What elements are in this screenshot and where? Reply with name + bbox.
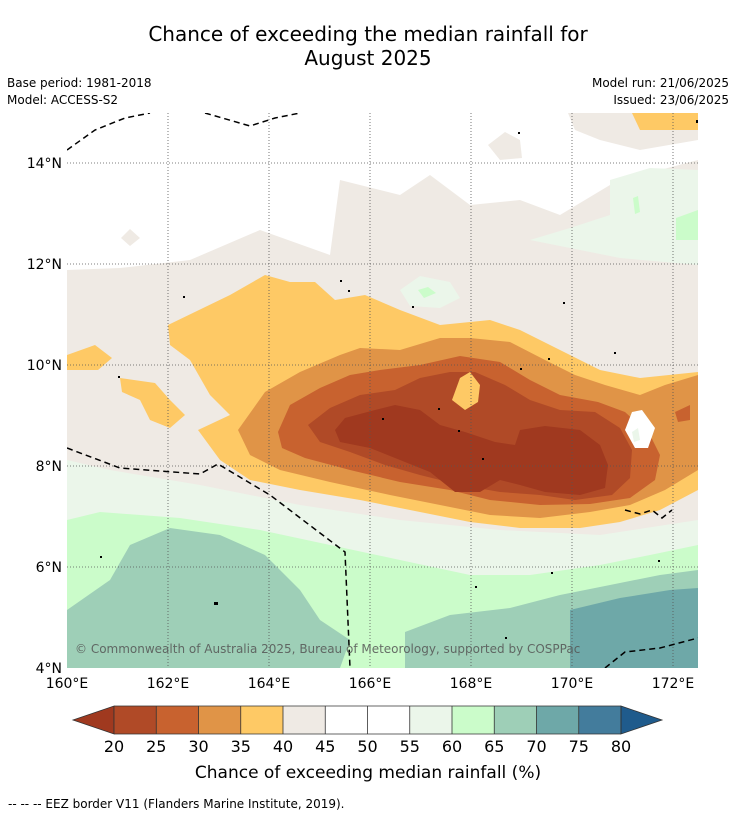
lat-label: 6°N <box>36 560 62 576</box>
contour-below-20 <box>335 405 608 495</box>
colorbar-tick: 20 <box>104 737 124 756</box>
colorbar-tick: 55 <box>400 737 420 756</box>
eez-border <box>67 113 698 668</box>
lon-label: 166°E <box>349 676 392 692</box>
colorbar-tick: 35 <box>231 737 251 756</box>
contour-55-60-ne <box>530 168 698 265</box>
map-plot-area <box>67 113 698 668</box>
island-markers <box>100 120 698 639</box>
colorbar-above-arrow <box>620 705 664 735</box>
lon-label: 170°E <box>551 676 594 692</box>
contour-60-65-ne2 <box>633 196 640 214</box>
model-label: Model: ACCESS-S2 <box>7 93 119 107</box>
colorbar-ticks: 20 25 30 35 40 45 50 55 60 65 70 75 80 <box>104 737 631 756</box>
lon-label: 160°E <box>46 676 89 692</box>
colorbar: 20 25 30 35 40 45 50 55 60 65 70 75 80 C… <box>71 705 664 783</box>
colorbar-swatch <box>536 706 579 734</box>
colorbar-tick: 40 <box>273 737 293 756</box>
rainfall-outlook-map: 14°N 12°N 10°N 8°N 6°N 4°N 160°E 162°E 1… <box>27 113 698 783</box>
contour-35-40-top <box>632 113 698 130</box>
contour-25-30-east <box>675 405 690 422</box>
colorbar-tick: 70 <box>526 737 546 756</box>
latitude-labels: 14°N 12°N 10°N 8°N 6°N 4°N <box>27 156 62 677</box>
lat-label: 10°N <box>27 358 62 374</box>
colorbar-tick: 30 <box>188 737 208 756</box>
colorbar-swatch <box>578 706 621 734</box>
colorbar-swatch <box>325 706 368 734</box>
map-title-line2: August 2025 <box>304 46 432 70</box>
contour-70-75 <box>570 588 698 668</box>
colorbar-tick: 50 <box>357 737 377 756</box>
lon-label: 168°E <box>450 676 493 692</box>
colorbar-swatch <box>198 706 241 734</box>
colorbar-swatch <box>156 706 199 734</box>
eez-legend-note: -- -- -- EEZ border V11 (Flanders Marine… <box>8 797 345 811</box>
contour-35-40-west <box>67 345 112 370</box>
colorbar-swatch <box>452 706 495 734</box>
contour-60-65-island <box>418 287 436 298</box>
colorbar-dividers <box>113 705 622 735</box>
colorbar-swatch <box>409 706 452 734</box>
copyright-notice: © Commonwealth of Australia 2025, Bureau… <box>75 642 580 656</box>
contour-40-45-small <box>488 132 522 160</box>
colorbar-tick: 80 <box>611 737 631 756</box>
colorbar-swatch <box>240 706 283 734</box>
lon-label: 164°E <box>248 676 291 692</box>
issued-label: Issued: 23/06/2025 <box>613 93 729 107</box>
contour-40-45-small2 <box>121 229 140 246</box>
model-run-label: Model run: 21/06/2025 <box>591 76 729 90</box>
colorbar-tick: 45 <box>315 737 335 756</box>
longitude-labels: 160°E 162°E 164°E 166°E 168°E 170°E 172°… <box>46 676 695 692</box>
lat-label: 8°N <box>36 459 62 475</box>
map-title-line1: Chance of exceeding the median rainfall … <box>148 22 588 46</box>
gridlines <box>67 113 698 668</box>
colorbar-swatch <box>114 706 157 734</box>
lat-label: 4°N <box>36 661 62 677</box>
contour-hole-green <box>632 428 640 442</box>
lon-label: 172°E <box>652 676 695 692</box>
lat-label: 12°N <box>27 257 62 273</box>
colorbar-swatch <box>283 706 326 734</box>
contour-65-70-west <box>67 528 350 668</box>
colorbar-tick: 25 <box>146 737 166 756</box>
lat-label: 14°N <box>27 156 62 172</box>
lon-label: 162°E <box>147 676 190 692</box>
contour-hole-white <box>625 410 655 448</box>
contour-60-65-ne <box>676 210 698 240</box>
contour-hole-yellow <box>452 372 480 410</box>
colorbar-swatch <box>367 706 410 734</box>
colorbar-label: Chance of exceeding median rainfall (%) <box>195 763 541 783</box>
colorbar-tick: 75 <box>569 737 589 756</box>
colorbar-below-arrow <box>71 705 115 735</box>
contour-65-70-spot <box>205 648 235 662</box>
contour-35-40-west2 <box>120 378 185 428</box>
base-period-label: Base period: 1981-2018 <box>7 76 152 90</box>
colorbar-tick: 60 <box>442 737 462 756</box>
colorbar-swatch <box>494 706 537 734</box>
colorbar-tick: 65 <box>484 737 504 756</box>
